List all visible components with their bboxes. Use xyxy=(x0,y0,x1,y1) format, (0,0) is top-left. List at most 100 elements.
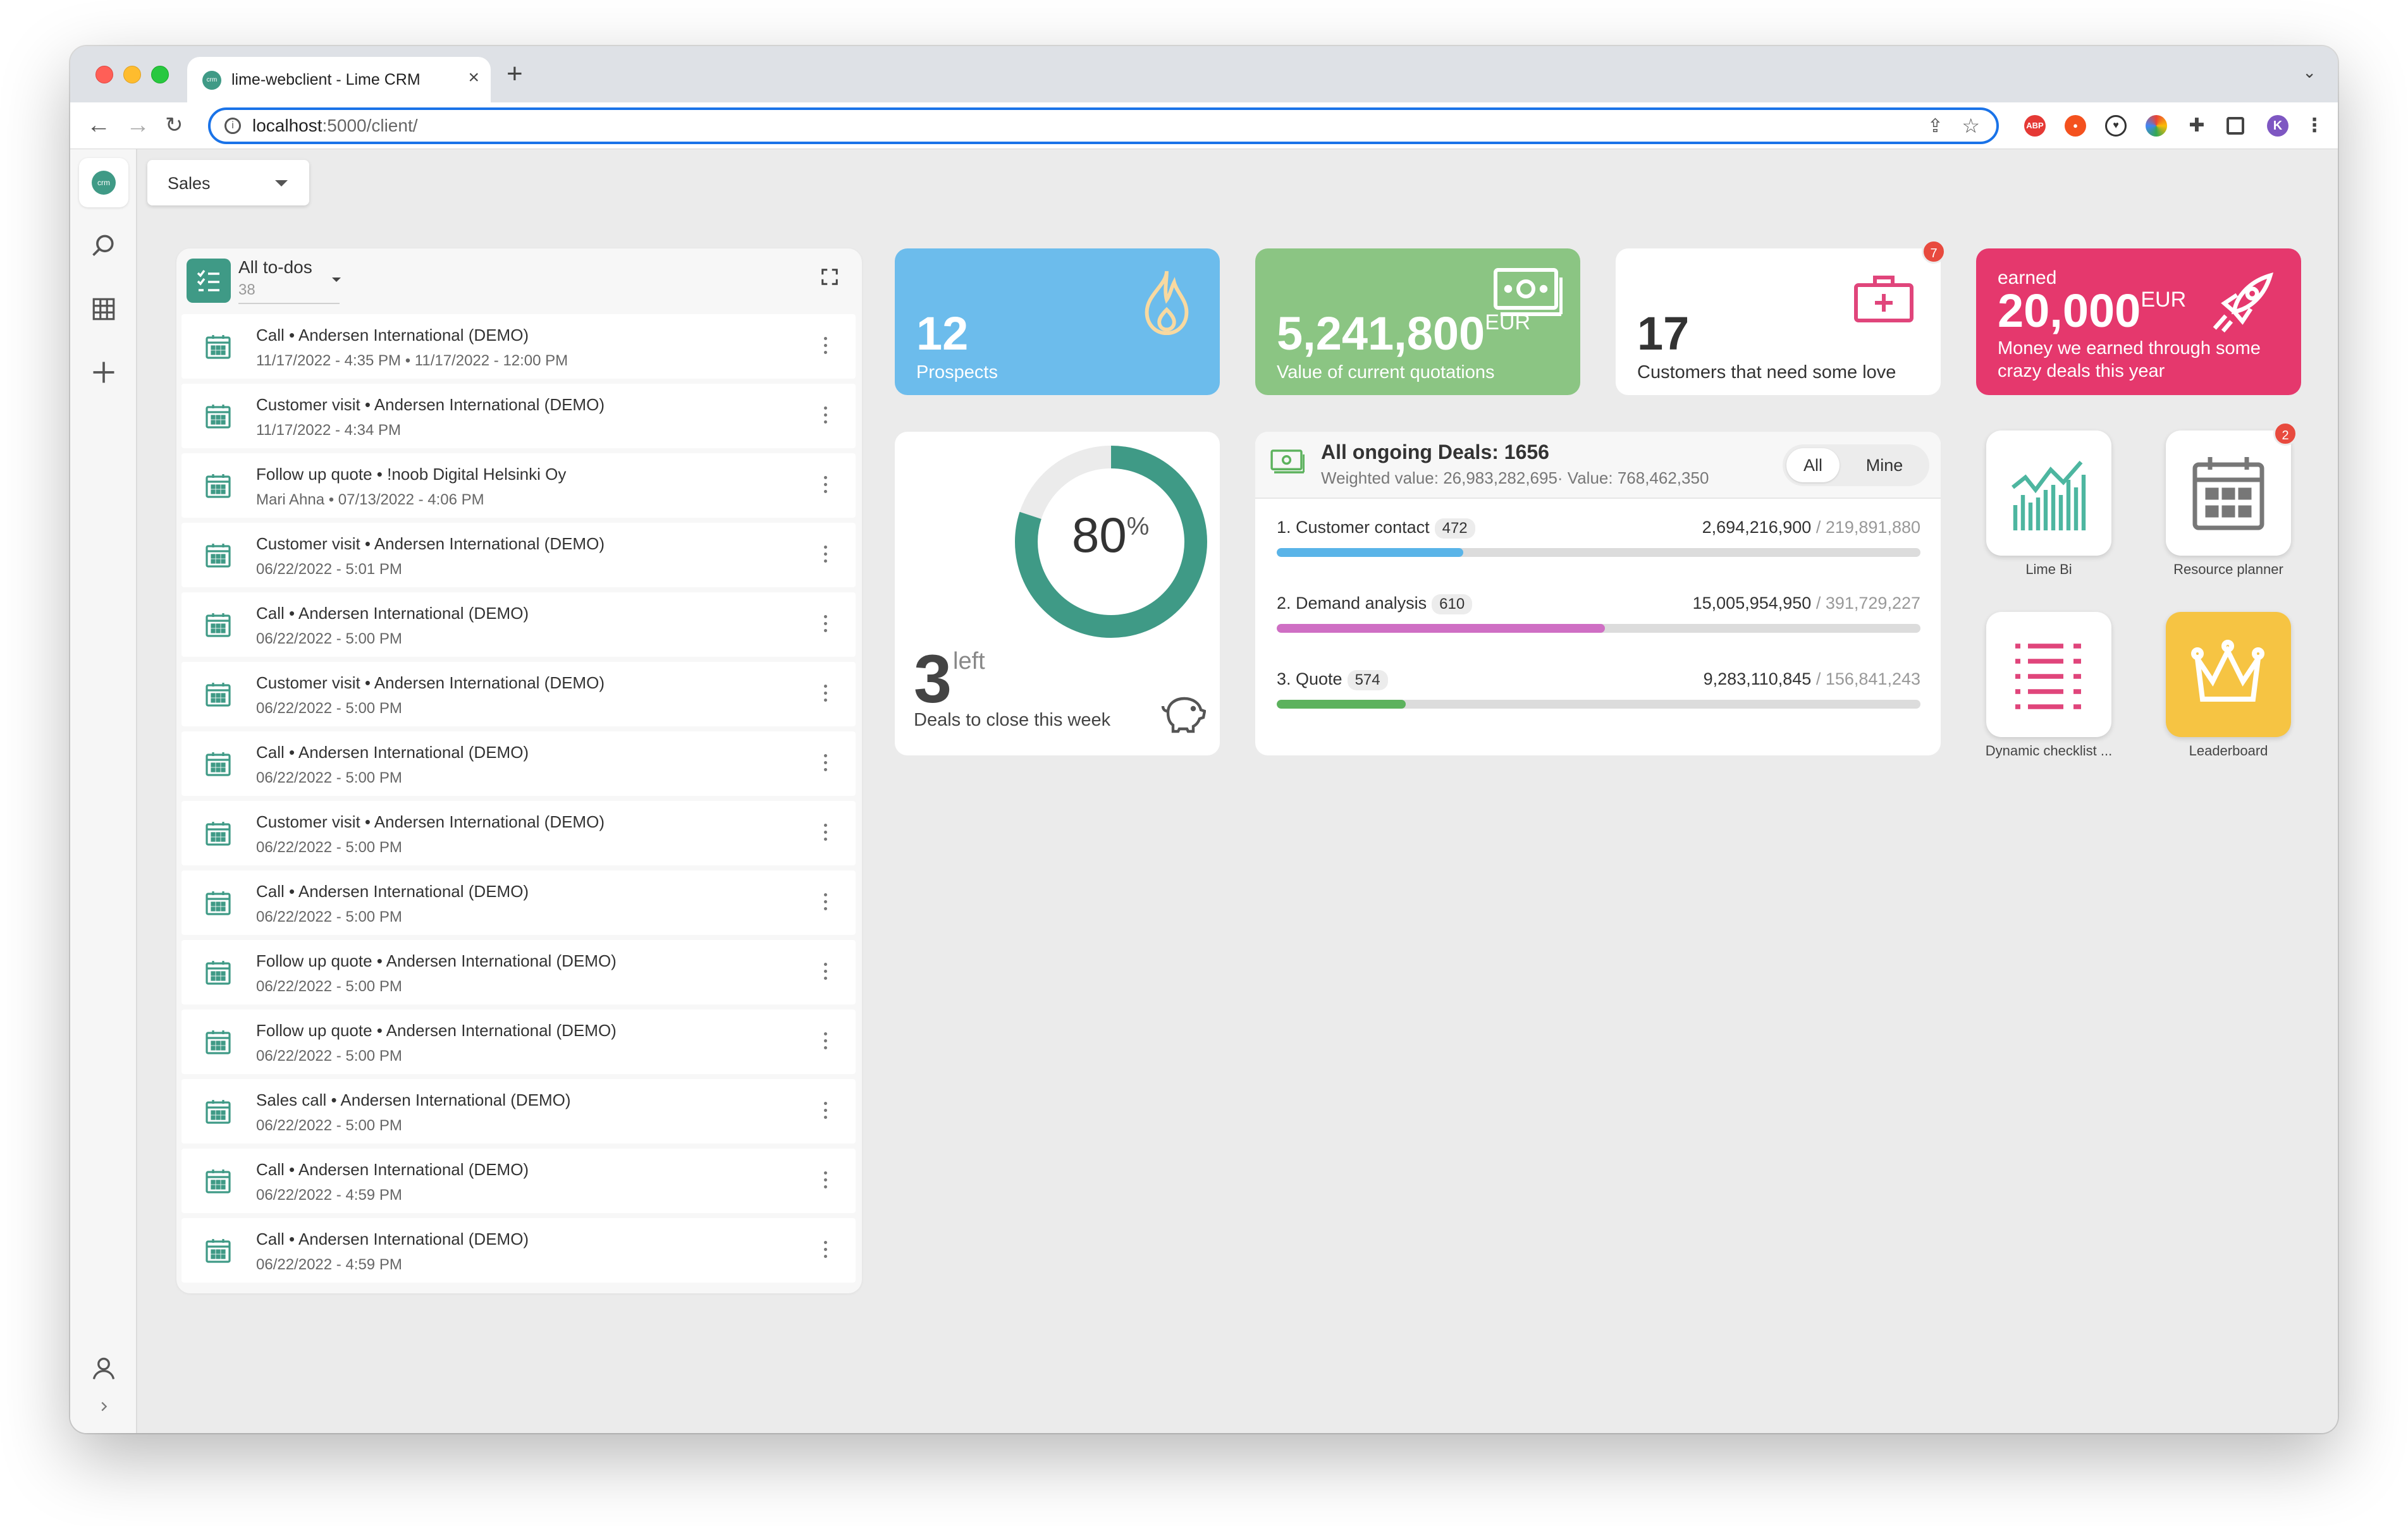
tables-button[interactable] xyxy=(79,284,128,334)
browser-titlebar: crm lime-webclient - Lime CRM × + ⌄ xyxy=(70,46,2338,102)
deals-left-count: 3 xyxy=(914,640,952,717)
color-picker-extension-icon[interactable] xyxy=(2146,115,2167,137)
todo-item[interactable]: Call • Andersen International (DEMO) 11/1… xyxy=(181,314,856,379)
user-menu-button[interactable] xyxy=(79,1344,128,1393)
todo-item-title: Follow up quote • Andersen International… xyxy=(256,1021,617,1040)
todo-item[interactable]: Call • Andersen International (DEMO) 06/2… xyxy=(181,1149,856,1213)
maximize-window-button[interactable] xyxy=(151,66,169,83)
prospects-tile[interactable]: 12 Prospects xyxy=(895,248,1220,395)
extension-icon[interactable]: ♥ xyxy=(2105,115,2127,137)
notification-badge: 7 xyxy=(1922,240,1946,264)
leaderboard-app-button[interactable] xyxy=(2166,612,2291,737)
site-info-icon[interactable]: i xyxy=(224,118,241,134)
calendar-icon xyxy=(203,1235,233,1266)
more-options-icon[interactable] xyxy=(824,615,828,633)
bar-chart-icon xyxy=(2012,460,2086,530)
toggle-mine-button[interactable]: Mine xyxy=(1865,456,1903,475)
more-options-icon[interactable] xyxy=(824,1102,828,1120)
minimize-window-button[interactable] xyxy=(123,66,141,83)
bookmark-star-icon[interactable]: ☆ xyxy=(1962,114,1980,137)
earned-tile[interactable]: earned 20,000EUR Money we earned through… xyxy=(1976,248,2301,395)
resource-planner-app-button[interactable]: 2 xyxy=(2166,422,2297,556)
flame-icon xyxy=(1145,271,1189,336)
todo-item[interactable]: Call • Andersen International (DEMO) 06/2… xyxy=(181,1218,856,1283)
deal-stage-row[interactable]: 2. Demand analysis 610 15,005,954,950 / 39… xyxy=(1277,594,1920,644)
back-icon[interactable]: ← xyxy=(87,112,111,138)
todo-item-title: Customer visit • Andersen International … xyxy=(256,395,605,414)
more-options-icon[interactable] xyxy=(824,476,828,494)
crm-home-button[interactable]: crm xyxy=(79,158,128,207)
todo-item-subtitle: 06/22/2022 - 5:00 PM xyxy=(256,839,402,856)
extensions-puzzle-icon[interactable]: ✚ xyxy=(2189,115,2205,136)
todo-item[interactable]: Call • Andersen International (DEMO) 06/2… xyxy=(181,592,856,657)
browser-menu-icon[interactable]: ⋮ xyxy=(2305,115,2324,136)
lime-bi-app-button[interactable] xyxy=(1986,430,2111,556)
close-window-button[interactable] xyxy=(95,66,113,83)
more-options-icon[interactable] xyxy=(824,1171,828,1189)
chevron-right-icon xyxy=(101,1401,108,1412)
search-button[interactable] xyxy=(79,221,128,271)
view-selector-label: Sales xyxy=(168,174,211,193)
reload-icon[interactable]: ↻ xyxy=(165,113,183,137)
create-new-button[interactable] xyxy=(79,348,128,397)
forward-icon[interactable]: → xyxy=(126,112,150,138)
todo-item[interactable]: Customer visit • Andersen International … xyxy=(181,523,856,587)
todo-item[interactable]: Follow up quote • !noob Digital Helsinki… xyxy=(181,453,856,518)
todo-item-subtitle: 06/22/2022 - 4:59 PM xyxy=(256,1187,402,1204)
todo-item[interactable]: Follow up quote • Andersen International… xyxy=(181,1010,856,1074)
dynamic-checklist-app-button[interactable] xyxy=(1986,612,2111,737)
more-options-icon[interactable] xyxy=(824,893,828,911)
close-tab-icon[interactable]: × xyxy=(468,67,479,88)
fullscreen-icon[interactable] xyxy=(820,267,839,286)
new-tab-icon[interactable]: + xyxy=(507,58,523,89)
more-options-icon[interactable] xyxy=(824,406,828,424)
expand-sidebar-button[interactable] xyxy=(79,1391,128,1422)
todo-item-subtitle: Mari Ahna • 07/13/2022 - 4:06 PM xyxy=(256,491,484,508)
todo-item[interactable]: Call • Andersen International (DEMO) 06/2… xyxy=(181,731,856,796)
todo-item-subtitle: 06/22/2022 - 5:00 PM xyxy=(256,700,402,717)
quotations-tile[interactable]: 5,241,800EUR Value of current quotations xyxy=(1255,248,1580,395)
more-options-icon[interactable] xyxy=(824,337,828,355)
browser-tab[interactable]: crm lime-webclient - Lime CRM × xyxy=(187,57,491,102)
lime-crm-app: crm Sales xyxy=(70,149,2338,1433)
earned-prefix: earned xyxy=(1998,267,2057,288)
todo-item[interactable]: Customer visit • Andersen International … xyxy=(181,662,856,726)
customers-love-tile[interactable]: 17 Customers that need some love 7 xyxy=(1616,240,1946,395)
deal-stage-count: 574 xyxy=(1347,670,1388,690)
extension-icon[interactable]: ● xyxy=(2065,115,2086,137)
todo-filter-title[interactable]: All to-dos xyxy=(238,257,312,277)
deal-stage-progress xyxy=(1277,624,1920,633)
filter-underline xyxy=(238,303,340,304)
more-options-icon[interactable] xyxy=(824,546,828,563)
quotations-value: 5,241,800EUR xyxy=(1277,307,1531,360)
view-selector-dropdown[interactable]: Sales xyxy=(147,160,309,205)
more-options-icon[interactable] xyxy=(824,754,828,772)
calendar-icon xyxy=(203,540,233,570)
toggle-all-button[interactable]: All xyxy=(1786,448,1840,482)
todo-item[interactable]: Follow up quote • Andersen International… xyxy=(181,940,856,1004)
profile-avatar[interactable]: K xyxy=(2267,115,2288,137)
app-label: Leaderboard xyxy=(2189,743,2268,759)
more-options-icon[interactable] xyxy=(824,1032,828,1050)
deal-stage-name: 1. Customer contact 472 xyxy=(1277,518,1475,539)
todo-item[interactable]: Customer visit • Andersen International … xyxy=(181,384,856,448)
address-bar[interactable]: i localhost:5000/client/ ⇪ ☆ xyxy=(208,107,1999,144)
adblock-extension-icon[interactable]: ABP xyxy=(2024,115,2046,137)
url-text[interactable]: localhost:5000/client/ xyxy=(252,116,418,135)
filter-caret-icon[interactable] xyxy=(332,278,341,282)
more-options-icon[interactable] xyxy=(824,685,828,702)
tab-search-chevron-icon[interactable]: ⌄ xyxy=(2302,63,2316,82)
share-icon[interactable]: ⇪ xyxy=(1927,116,1943,137)
more-options-icon[interactable] xyxy=(824,1241,828,1259)
deal-stage-row[interactable]: 3. Quote 574 9,283,110,845 / 156,841,243 xyxy=(1277,669,1920,720)
side-panel-icon[interactable] xyxy=(2227,117,2244,135)
deal-stage-row[interactable]: 1. Customer contact 472 2,694,216,900 / 21… xyxy=(1277,518,1920,568)
more-options-icon[interactable] xyxy=(824,824,828,841)
todo-item[interactable]: Sales call • Andersen International (DEM… xyxy=(181,1079,856,1144)
more-options-icon[interactable] xyxy=(824,963,828,980)
todo-item[interactable]: Customer visit • Andersen International … xyxy=(181,801,856,865)
deal-stage-progress-fill xyxy=(1277,624,1606,633)
customers-love-label: Customers that need some love xyxy=(1637,362,1896,382)
deals-close-week-card[interactable]: 80% 3 left Deals to close this week xyxy=(895,432,1220,755)
todo-item[interactable]: Call • Andersen International (DEMO) 06/2… xyxy=(181,870,856,935)
